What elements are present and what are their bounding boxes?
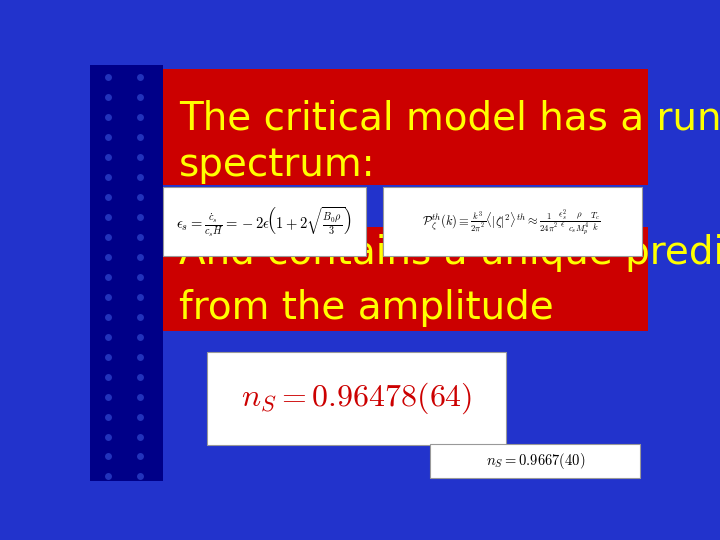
Text: spectrum:: spectrum: (179, 146, 376, 184)
FancyBboxPatch shape (163, 69, 648, 185)
Text: $\mathcal{P}^{th}_\zeta(k)\equiv\frac{k^3}{2\pi^2}\langle|\zeta|^2\rangle^{th}\a: $\mathcal{P}^{th}_\zeta(k)\equiv\frac{k^… (422, 207, 600, 237)
Text: And contains a unique prediction of n_s: And contains a unique prediction of n_s (179, 234, 720, 273)
Text: $n_S = 0.9667(40)$: $n_S = 0.9667(40)$ (485, 451, 585, 471)
Text: The critical model has a running: The critical model has a running (179, 100, 720, 138)
FancyBboxPatch shape (163, 227, 648, 331)
FancyBboxPatch shape (207, 352, 505, 446)
FancyBboxPatch shape (163, 187, 366, 256)
Text: from the amplitude: from the amplitude (179, 289, 554, 327)
FancyBboxPatch shape (90, 65, 163, 481)
Text: $\epsilon_s = \frac{\dot{c}_s}{c_s H} = -2\epsilon\!\left(1 + 2\sqrt{\frac{B_0\r: $\epsilon_s = \frac{\dot{c}_s}{c_s H} = … (176, 205, 352, 239)
FancyBboxPatch shape (431, 443, 639, 478)
FancyBboxPatch shape (383, 187, 642, 256)
Text: $n_S = 0.96478(64)$: $n_S = 0.96478(64)$ (241, 381, 472, 416)
